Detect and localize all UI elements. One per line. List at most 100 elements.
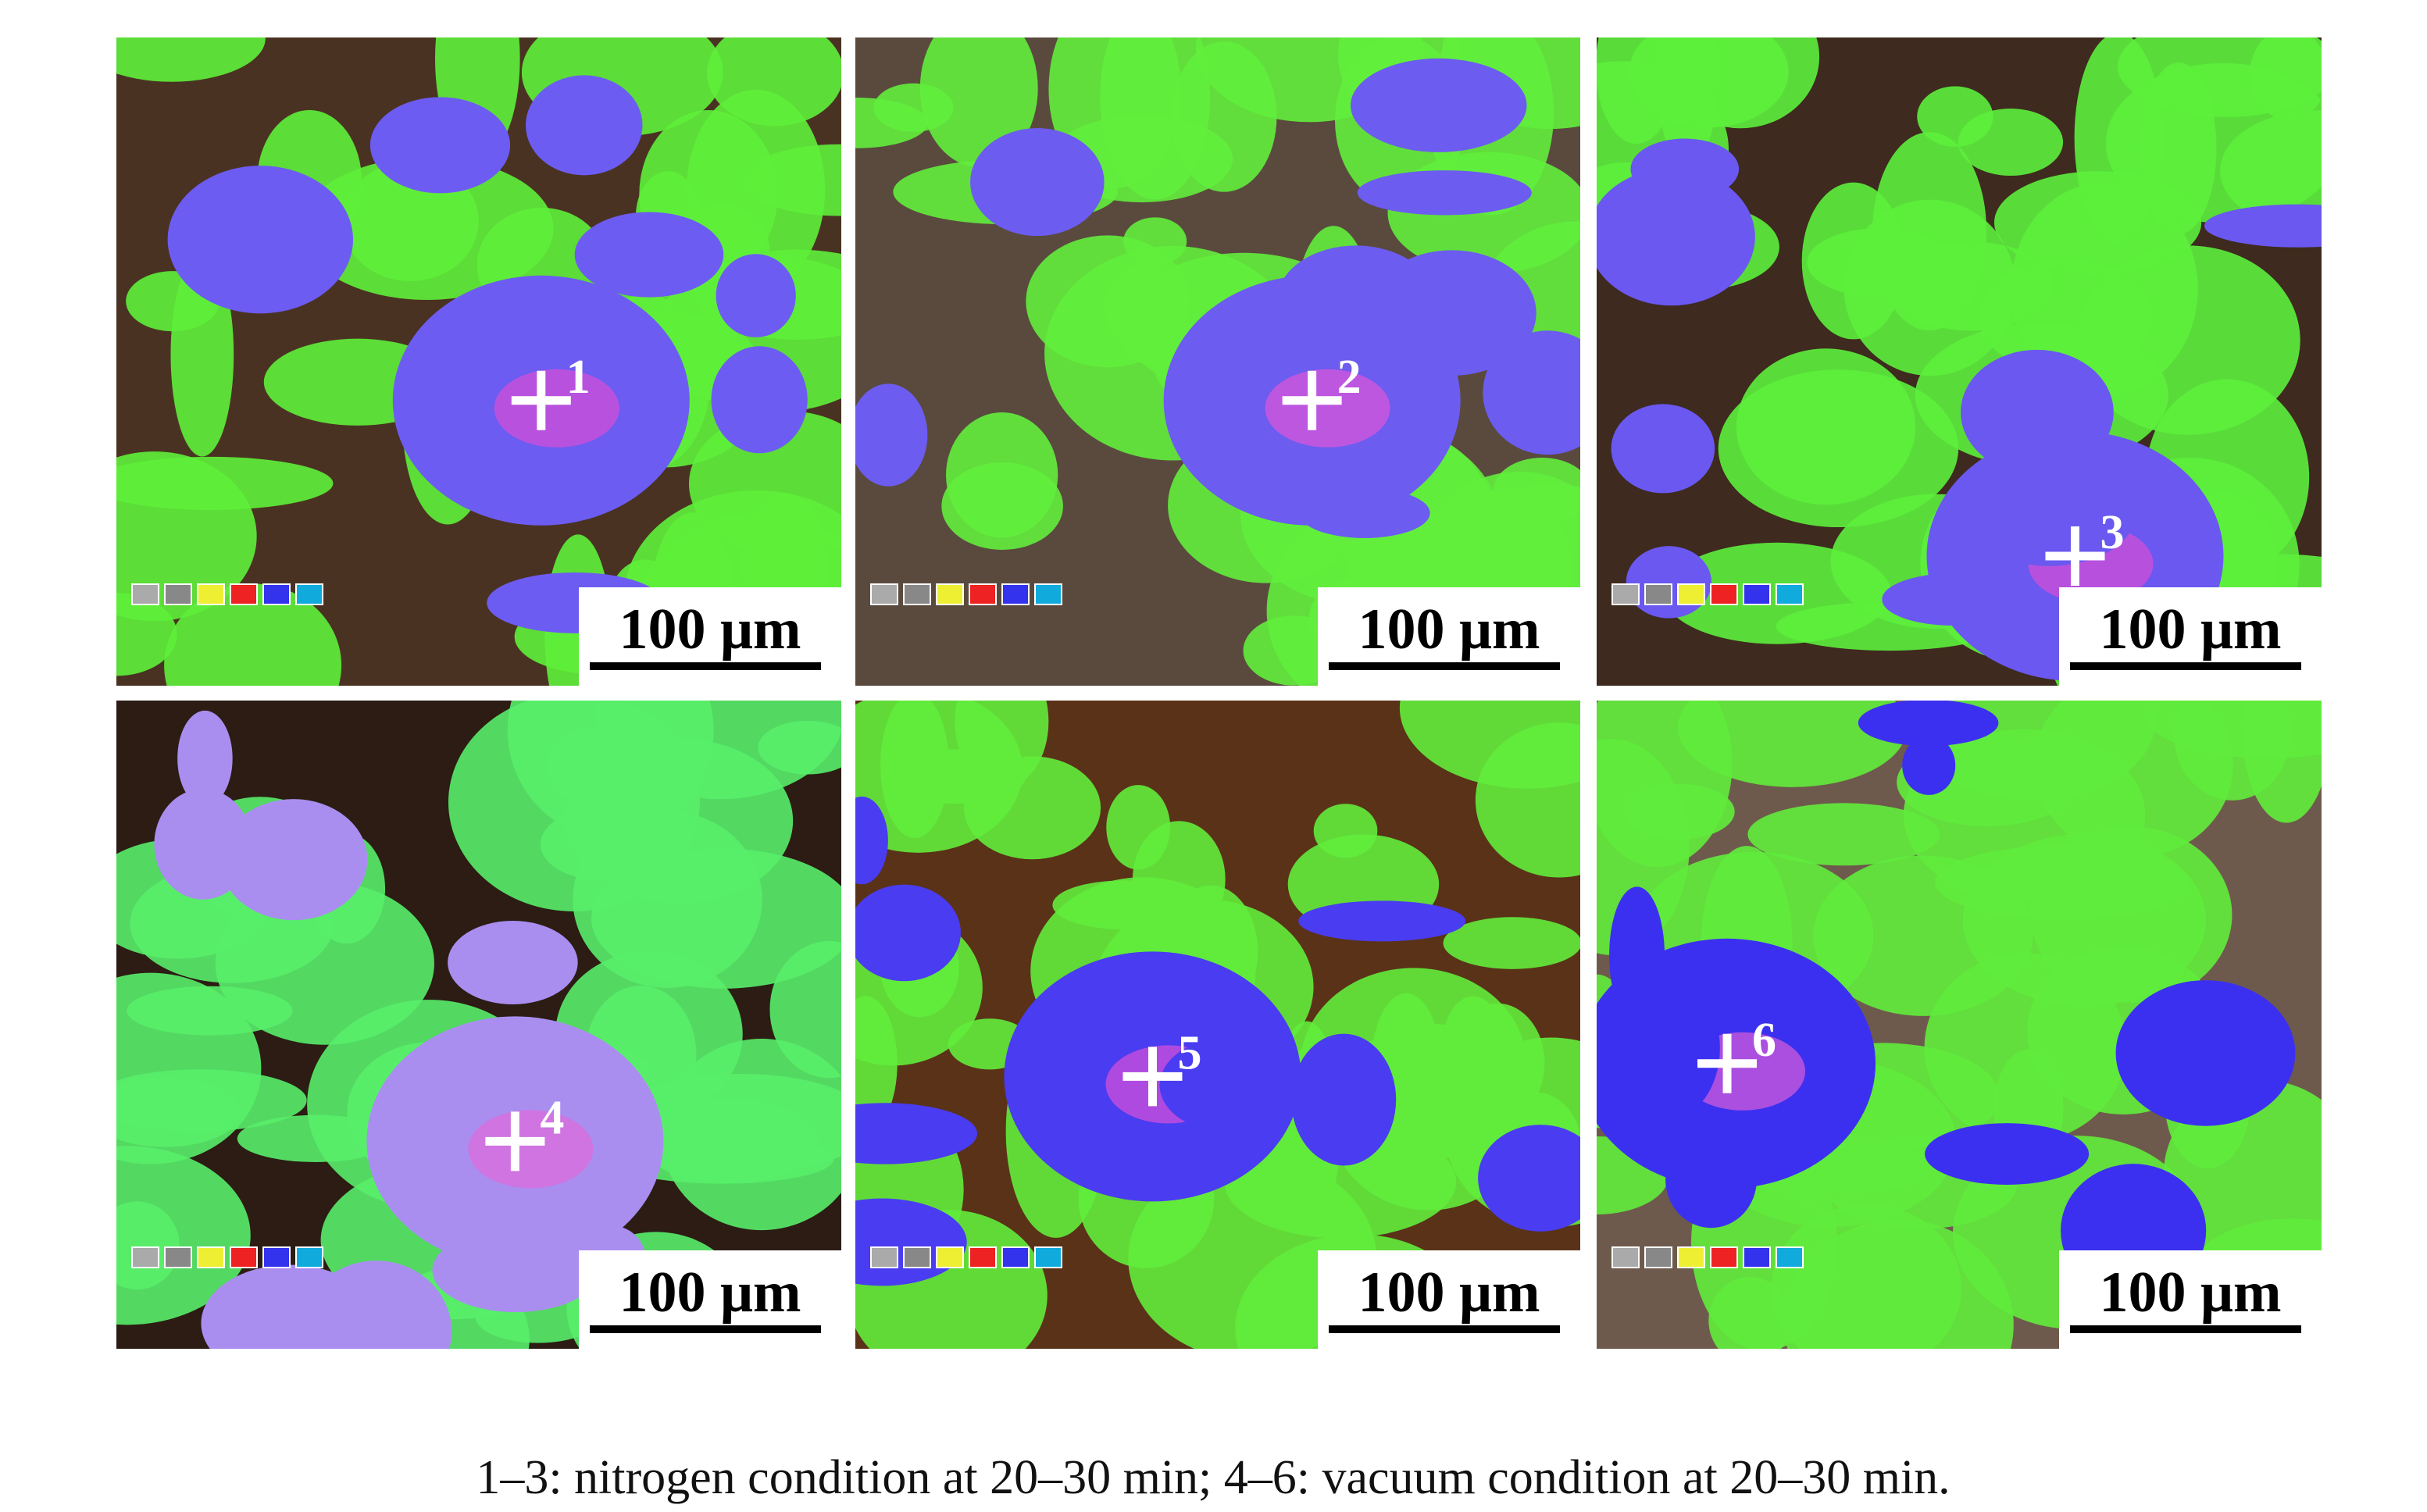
legend-chip	[936, 583, 964, 605]
blue-phase	[855, 884, 961, 982]
blue-phase	[167, 166, 354, 314]
legend-chip	[1743, 583, 1771, 605]
blue-phase	[1902, 736, 1956, 795]
eds-map-panel: 5 100 μm	[855, 701, 1580, 1349]
eds-map-panel: 4 100 μm	[116, 701, 841, 1349]
green-phase	[116, 456, 334, 510]
scale-label: 100 μm	[1358, 1261, 1540, 1325]
blue-phase	[1962, 463, 2136, 566]
blue-phase	[1611, 404, 1715, 494]
scale-label: 100 μm	[1358, 597, 1540, 662]
green-phase	[855, 98, 928, 148]
blue-phase	[2115, 980, 2296, 1126]
scale-bar	[2070, 1325, 2301, 1333]
green-phase	[1313, 804, 1378, 858]
blue-phase	[1626, 546, 1712, 619]
green-phase	[2034, 701, 2233, 858]
green-phase	[880, 701, 949, 839]
legend-chip	[164, 1246, 192, 1268]
scale-bar	[590, 1325, 821, 1333]
legend-chip	[295, 1246, 323, 1268]
green-phase	[1597, 739, 1690, 955]
blue-phase	[1609, 886, 1665, 1024]
scale-bar	[590, 662, 821, 670]
point-label: 2	[1337, 351, 1362, 404]
green-phase	[855, 996, 898, 1132]
green-phase	[116, 1146, 251, 1325]
point-label: 6	[1752, 1014, 1776, 1067]
green-phase	[686, 89, 826, 291]
legend-chip	[1034, 583, 1062, 605]
green-phase	[1718, 369, 1959, 528]
blue-phase	[970, 128, 1105, 237]
legend-chip	[1611, 1246, 1640, 1268]
scale-label: 100 μm	[619, 597, 801, 662]
green-phase	[1678, 701, 1908, 787]
blue-phase	[1291, 1033, 1397, 1166]
green-phase	[946, 412, 1058, 538]
blue-phase	[220, 799, 368, 921]
green-phase	[127, 986, 293, 1036]
legend-chip	[1776, 1246, 1804, 1268]
green-phase	[955, 701, 1049, 790]
green-phase	[1493, 458, 1580, 525]
blue-phase	[177, 710, 233, 807]
legend-chip	[1776, 583, 1804, 605]
blue-phase	[1858, 701, 1999, 747]
green-phase	[237, 1114, 394, 1162]
legend-chip	[903, 1246, 931, 1268]
legend-chip	[870, 583, 898, 605]
pink-phase	[1265, 369, 1390, 448]
legend-chip	[1001, 583, 1030, 605]
blue-phase	[1350, 58, 1527, 152]
legend-chip	[131, 1246, 159, 1268]
blue-phase	[1478, 1125, 1580, 1232]
blue-phase	[201, 1264, 378, 1349]
blue-phase	[855, 383, 928, 487]
green-phase	[661, 1039, 841, 1231]
blue-phase	[448, 921, 578, 1004]
legend-chip	[969, 583, 997, 605]
scale-label: 100 μm	[619, 1261, 801, 1325]
blue-phase	[1665, 1131, 1757, 1228]
blue-phase	[1298, 900, 1466, 942]
scale-bar	[1329, 662, 1560, 670]
green-phase	[591, 848, 841, 989]
legend-chip	[1743, 1246, 1771, 1268]
figure-caption: 1–3: nitrogen condition at 20–30 min; 4–…	[476, 1451, 1950, 1504]
blue-phase	[1961, 349, 2114, 475]
legend-chip	[1710, 583, 1738, 605]
legend-chip	[903, 583, 931, 605]
legend-chip	[295, 583, 323, 605]
blue-phase	[1483, 330, 1580, 455]
legend-chip	[1644, 1246, 1672, 1268]
blue-phase	[855, 1103, 977, 1164]
legend-chip	[197, 1246, 225, 1268]
scale-label: 100 μm	[2099, 597, 2281, 662]
pink-phase	[494, 369, 619, 448]
green-phase	[2241, 701, 2322, 823]
green-phase	[1771, 1204, 1962, 1349]
green-phase	[1807, 228, 1951, 298]
green-phase	[1224, 1125, 1457, 1239]
green-phase	[1475, 722, 1580, 878]
blue-phase	[1882, 573, 2025, 626]
scale-label: 100 μm	[2099, 1261, 2281, 1325]
point-label: 4	[540, 1091, 564, 1144]
point-label: 1	[566, 351, 591, 404]
green-phase	[1924, 953, 2126, 1143]
blue-phase	[574, 212, 724, 298]
legend-chip	[1710, 1246, 1738, 1268]
blue-phase	[711, 346, 808, 454]
legend-chip	[197, 583, 225, 605]
eds-map-panel: 6 100 μm	[1597, 701, 2322, 1349]
green-phase	[1747, 803, 1940, 866]
green-phase	[2105, 62, 2322, 223]
legend-chip	[1644, 583, 1672, 605]
eds-map-panel: 2 100 μm	[855, 37, 1580, 686]
green-phase	[164, 583, 342, 686]
eds-map-panel: 3 100 μm	[1597, 37, 2322, 686]
blue-phase	[1299, 487, 1430, 538]
legend-chip	[262, 583, 291, 605]
